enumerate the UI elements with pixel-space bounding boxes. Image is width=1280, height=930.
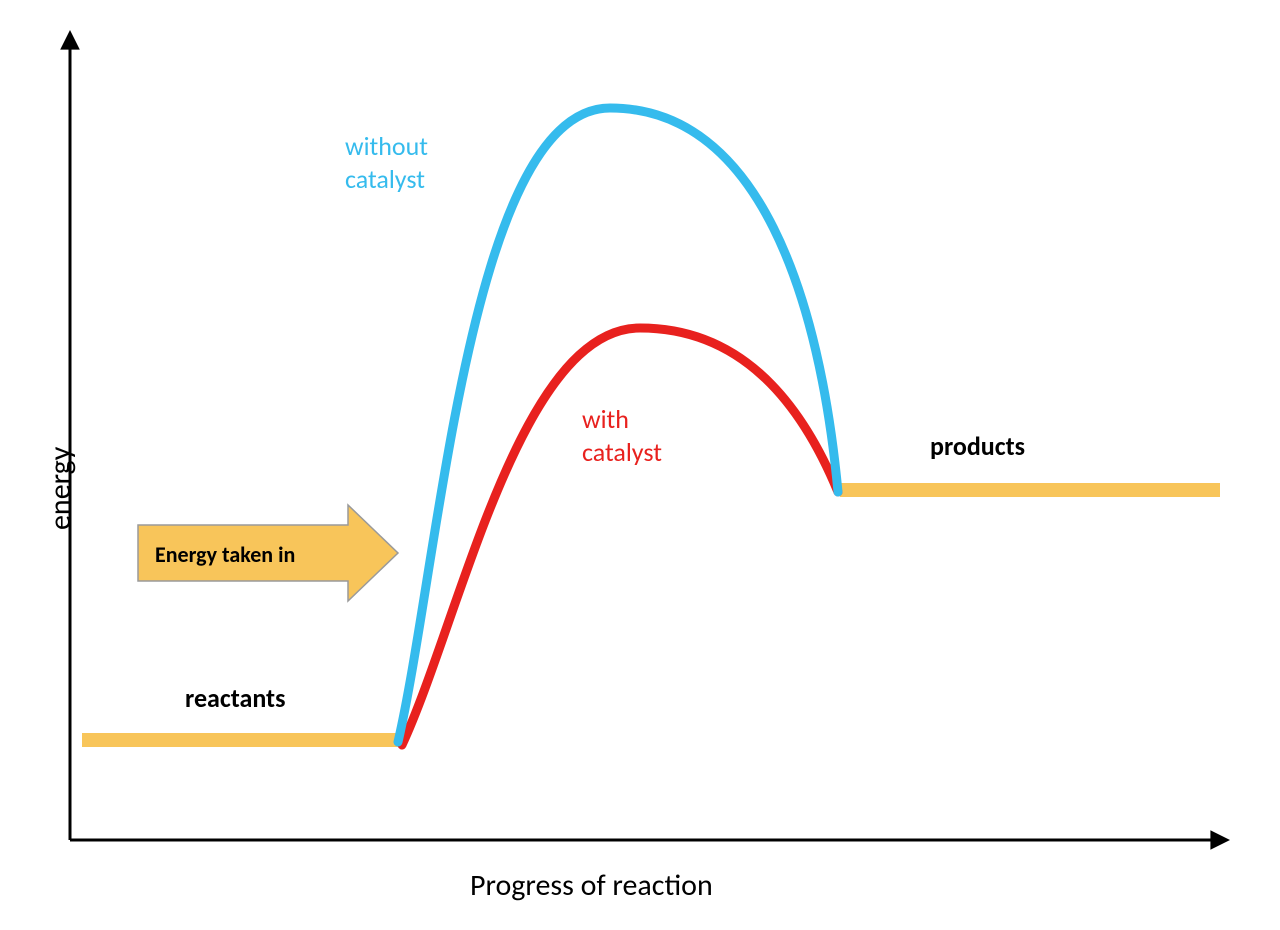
with-catalyst-curve xyxy=(402,328,838,745)
x-axis-label: Progress of reaction xyxy=(470,867,713,904)
y-axis-label: energy xyxy=(42,447,79,530)
y-axis-arrowhead-icon xyxy=(60,30,80,50)
without-catalyst-label-line1: without xyxy=(345,130,428,162)
reactants-label: reactants xyxy=(185,682,285,714)
energy-diagram: energy Progress of reaction reactants pr… xyxy=(0,0,1280,930)
with-catalyst-label-line1: with xyxy=(582,403,629,435)
x-axis-arrowhead-icon xyxy=(1210,830,1230,850)
products-label: products xyxy=(930,430,1025,462)
energy-taken-in-label: Energy taken in xyxy=(155,541,295,568)
with-catalyst-label-line2: catalyst xyxy=(582,436,662,468)
without-catalyst-label-line2: catalyst xyxy=(345,163,425,195)
